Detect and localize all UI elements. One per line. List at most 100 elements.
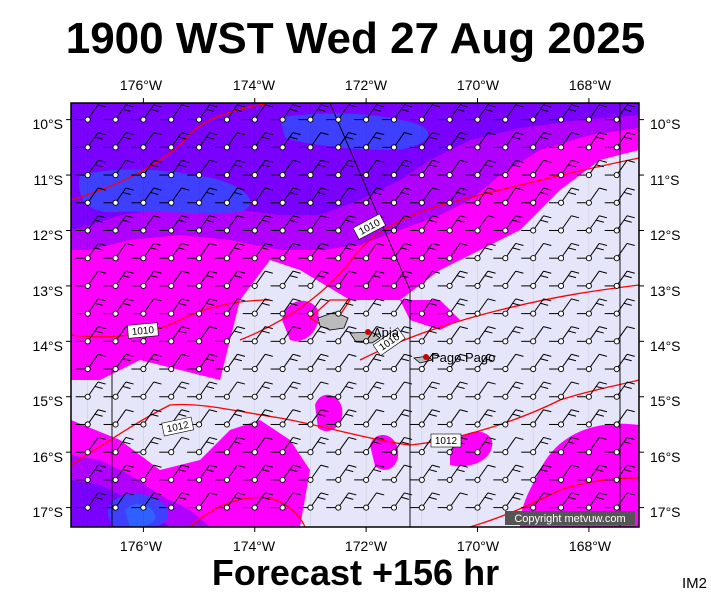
wind-barb — [493, 492, 524, 511]
wind-barb — [103, 104, 134, 123]
wind-barb — [103, 270, 134, 289]
wind-barb — [298, 353, 329, 373]
lat-label: 10°S — [650, 116, 681, 132]
wind-barb — [409, 215, 441, 234]
wind-barb — [409, 132, 441, 151]
wind-barb — [576, 326, 608, 345]
wind-barb — [549, 353, 580, 373]
wind-barb — [521, 492, 552, 511]
wind-barb — [493, 326, 524, 345]
wind-barb — [159, 132, 190, 151]
lat-label: 10°S — [32, 116, 63, 132]
wind-barb — [131, 215, 162, 234]
wind-barb — [604, 187, 635, 206]
wind-barb — [131, 104, 162, 123]
wind-barb — [326, 492, 357, 511]
wind-barb — [187, 132, 218, 151]
wind-barb — [381, 242, 413, 262]
wind-barb — [103, 298, 134, 317]
wind-barb — [521, 215, 552, 234]
wind-barb — [214, 353, 246, 373]
wind-barb — [576, 215, 608, 234]
wind-barb — [103, 187, 134, 206]
wind-barb — [326, 242, 357, 262]
wind-barb — [437, 353, 468, 373]
lon-label: 172°W — [345, 77, 388, 93]
wind-barb — [354, 326, 385, 345]
wind-barb — [131, 298, 162, 317]
wind-barb — [493, 132, 524, 151]
wind-barb — [214, 381, 246, 400]
wind-barb — [326, 298, 357, 317]
wind-barb — [242, 132, 273, 151]
wind-barb — [576, 132, 608, 151]
wind-barb — [103, 242, 134, 262]
lat-labels-right: 10°S 11°S 12°S 13°S 14°S 15°S 16°S 17°S — [650, 116, 681, 520]
wind-barb — [103, 492, 134, 511]
wind-barb — [270, 436, 301, 456]
wind-barbs — [75, 104, 635, 511]
wind-barb — [270, 492, 301, 511]
wind-barb — [242, 492, 273, 511]
wind-speed-field — [71, 103, 639, 527]
wind-barb — [549, 381, 580, 400]
wind-barb — [381, 381, 413, 400]
wind-barb — [75, 326, 106, 345]
wind-barb — [131, 353, 162, 373]
wind-barb — [103, 353, 134, 373]
wind-barb — [576, 298, 608, 317]
lat-label: 17°S — [32, 504, 63, 520]
wind-barb — [187, 353, 218, 373]
lat-label: 11°S — [650, 172, 679, 188]
wind-barb — [465, 132, 496, 151]
wind-barb — [437, 409, 468, 428]
lat-label: 16°S — [32, 449, 63, 465]
wind-barb — [187, 436, 218, 456]
wind-barb — [326, 159, 357, 179]
wind-barb — [214, 242, 246, 262]
wind-barb — [298, 187, 329, 206]
wind-barb — [75, 353, 106, 373]
wind-barb — [270, 381, 301, 400]
wind-barb — [75, 464, 106, 483]
isobar-label: 1012 — [435, 436, 458, 447]
wind-barb — [493, 298, 524, 317]
wind-barb — [131, 381, 162, 400]
wind-fill-light — [315, 394, 343, 432]
wind-barb — [159, 326, 190, 345]
wind-barb — [549, 187, 580, 206]
wind-barb — [493, 381, 524, 400]
wind-barb — [270, 132, 301, 151]
wind-fill-very-strong — [79, 169, 251, 213]
wind-barb — [576, 381, 608, 400]
wind-barb — [549, 409, 580, 428]
wind-barb — [437, 492, 468, 511]
wind-barb — [298, 242, 329, 262]
lon-label: 170°W — [457, 538, 500, 554]
wind-barb — [159, 187, 190, 206]
lat-label: 14°S — [32, 338, 63, 354]
wind-barb — [354, 381, 385, 400]
wind-barb — [187, 492, 218, 511]
wind-barb — [75, 159, 106, 179]
wind-barb — [465, 381, 496, 400]
wind-barb — [214, 326, 246, 345]
wind-barb — [354, 436, 385, 456]
wind-barb — [103, 159, 134, 179]
wind-barb — [576, 242, 608, 262]
wind-barb — [576, 492, 608, 511]
wind-barb — [214, 132, 246, 151]
wind-barb — [298, 270, 329, 289]
wind-barb — [75, 436, 106, 456]
wind-barb — [242, 326, 273, 345]
wind-barb — [270, 353, 301, 373]
wind-barb — [604, 215, 635, 234]
wind-barb — [298, 436, 329, 456]
wind-barb — [187, 270, 218, 289]
wind-barb — [270, 159, 301, 179]
wind-barb — [354, 187, 385, 206]
wind-barb — [187, 104, 218, 123]
wind-barb — [409, 492, 441, 511]
wind-barb — [242, 464, 273, 483]
